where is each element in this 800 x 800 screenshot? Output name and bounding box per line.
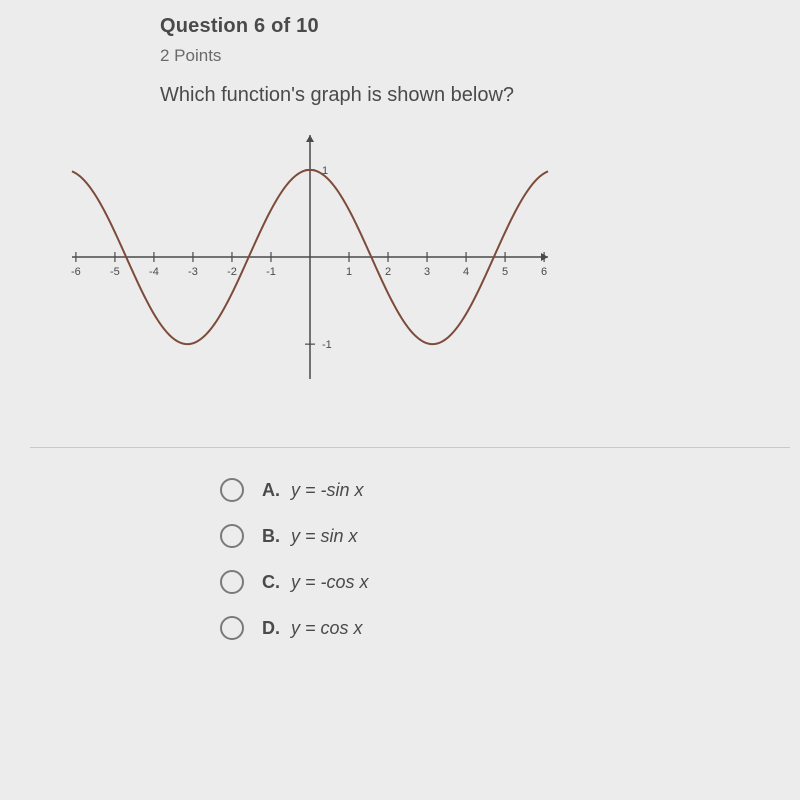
svg-text:4: 4 — [463, 266, 469, 278]
function-graph: -6-5-4-3-2-1123456-11 — [60, 127, 760, 387]
option-b[interactable]: B. y = sin x — [220, 524, 760, 548]
svg-text:2: 2 — [385, 266, 391, 278]
question-page: Question 6 of 10 2 Points Which function… — [0, 0, 800, 800]
svg-text:-1: -1 — [322, 339, 332, 351]
section-divider — [30, 447, 790, 448]
svg-text:-5: -5 — [110, 266, 120, 278]
svg-text:5: 5 — [502, 266, 508, 278]
question-points: 2 Points — [160, 46, 760, 66]
svg-text:-2: -2 — [227, 266, 237, 278]
option-a[interactable]: A. y = -sin x — [220, 478, 760, 502]
svg-text:-6: -6 — [71, 266, 81, 278]
answer-options: A. y = -sin x B. y = sin x C. y = -cos x… — [220, 478, 760, 640]
svg-text:-1: -1 — [266, 266, 276, 278]
option-label: A. y = -sin x — [262, 480, 364, 501]
question-prompt: Which function's graph is shown below? — [160, 84, 760, 107]
radio-icon — [220, 478, 244, 502]
svg-text:-3: -3 — [188, 266, 198, 278]
function-graph-svg: -6-5-4-3-2-1123456-11 — [60, 127, 560, 387]
svg-text:1: 1 — [346, 266, 352, 278]
radio-icon — [220, 570, 244, 594]
svg-text:-4: -4 — [149, 266, 159, 278]
option-d[interactable]: D. y = cos x — [220, 616, 760, 640]
option-label: D. y = cos x — [262, 618, 363, 639]
radio-icon — [220, 524, 244, 548]
svg-text:6: 6 — [541, 266, 547, 278]
radio-icon — [220, 616, 244, 640]
option-label: C. y = -cos x — [262, 572, 369, 593]
question-header: Question 6 of 10 — [160, 15, 760, 38]
option-label: B. y = sin x — [262, 526, 358, 547]
svg-text:3: 3 — [424, 266, 430, 278]
option-c[interactable]: C. y = -cos x — [220, 570, 760, 594]
